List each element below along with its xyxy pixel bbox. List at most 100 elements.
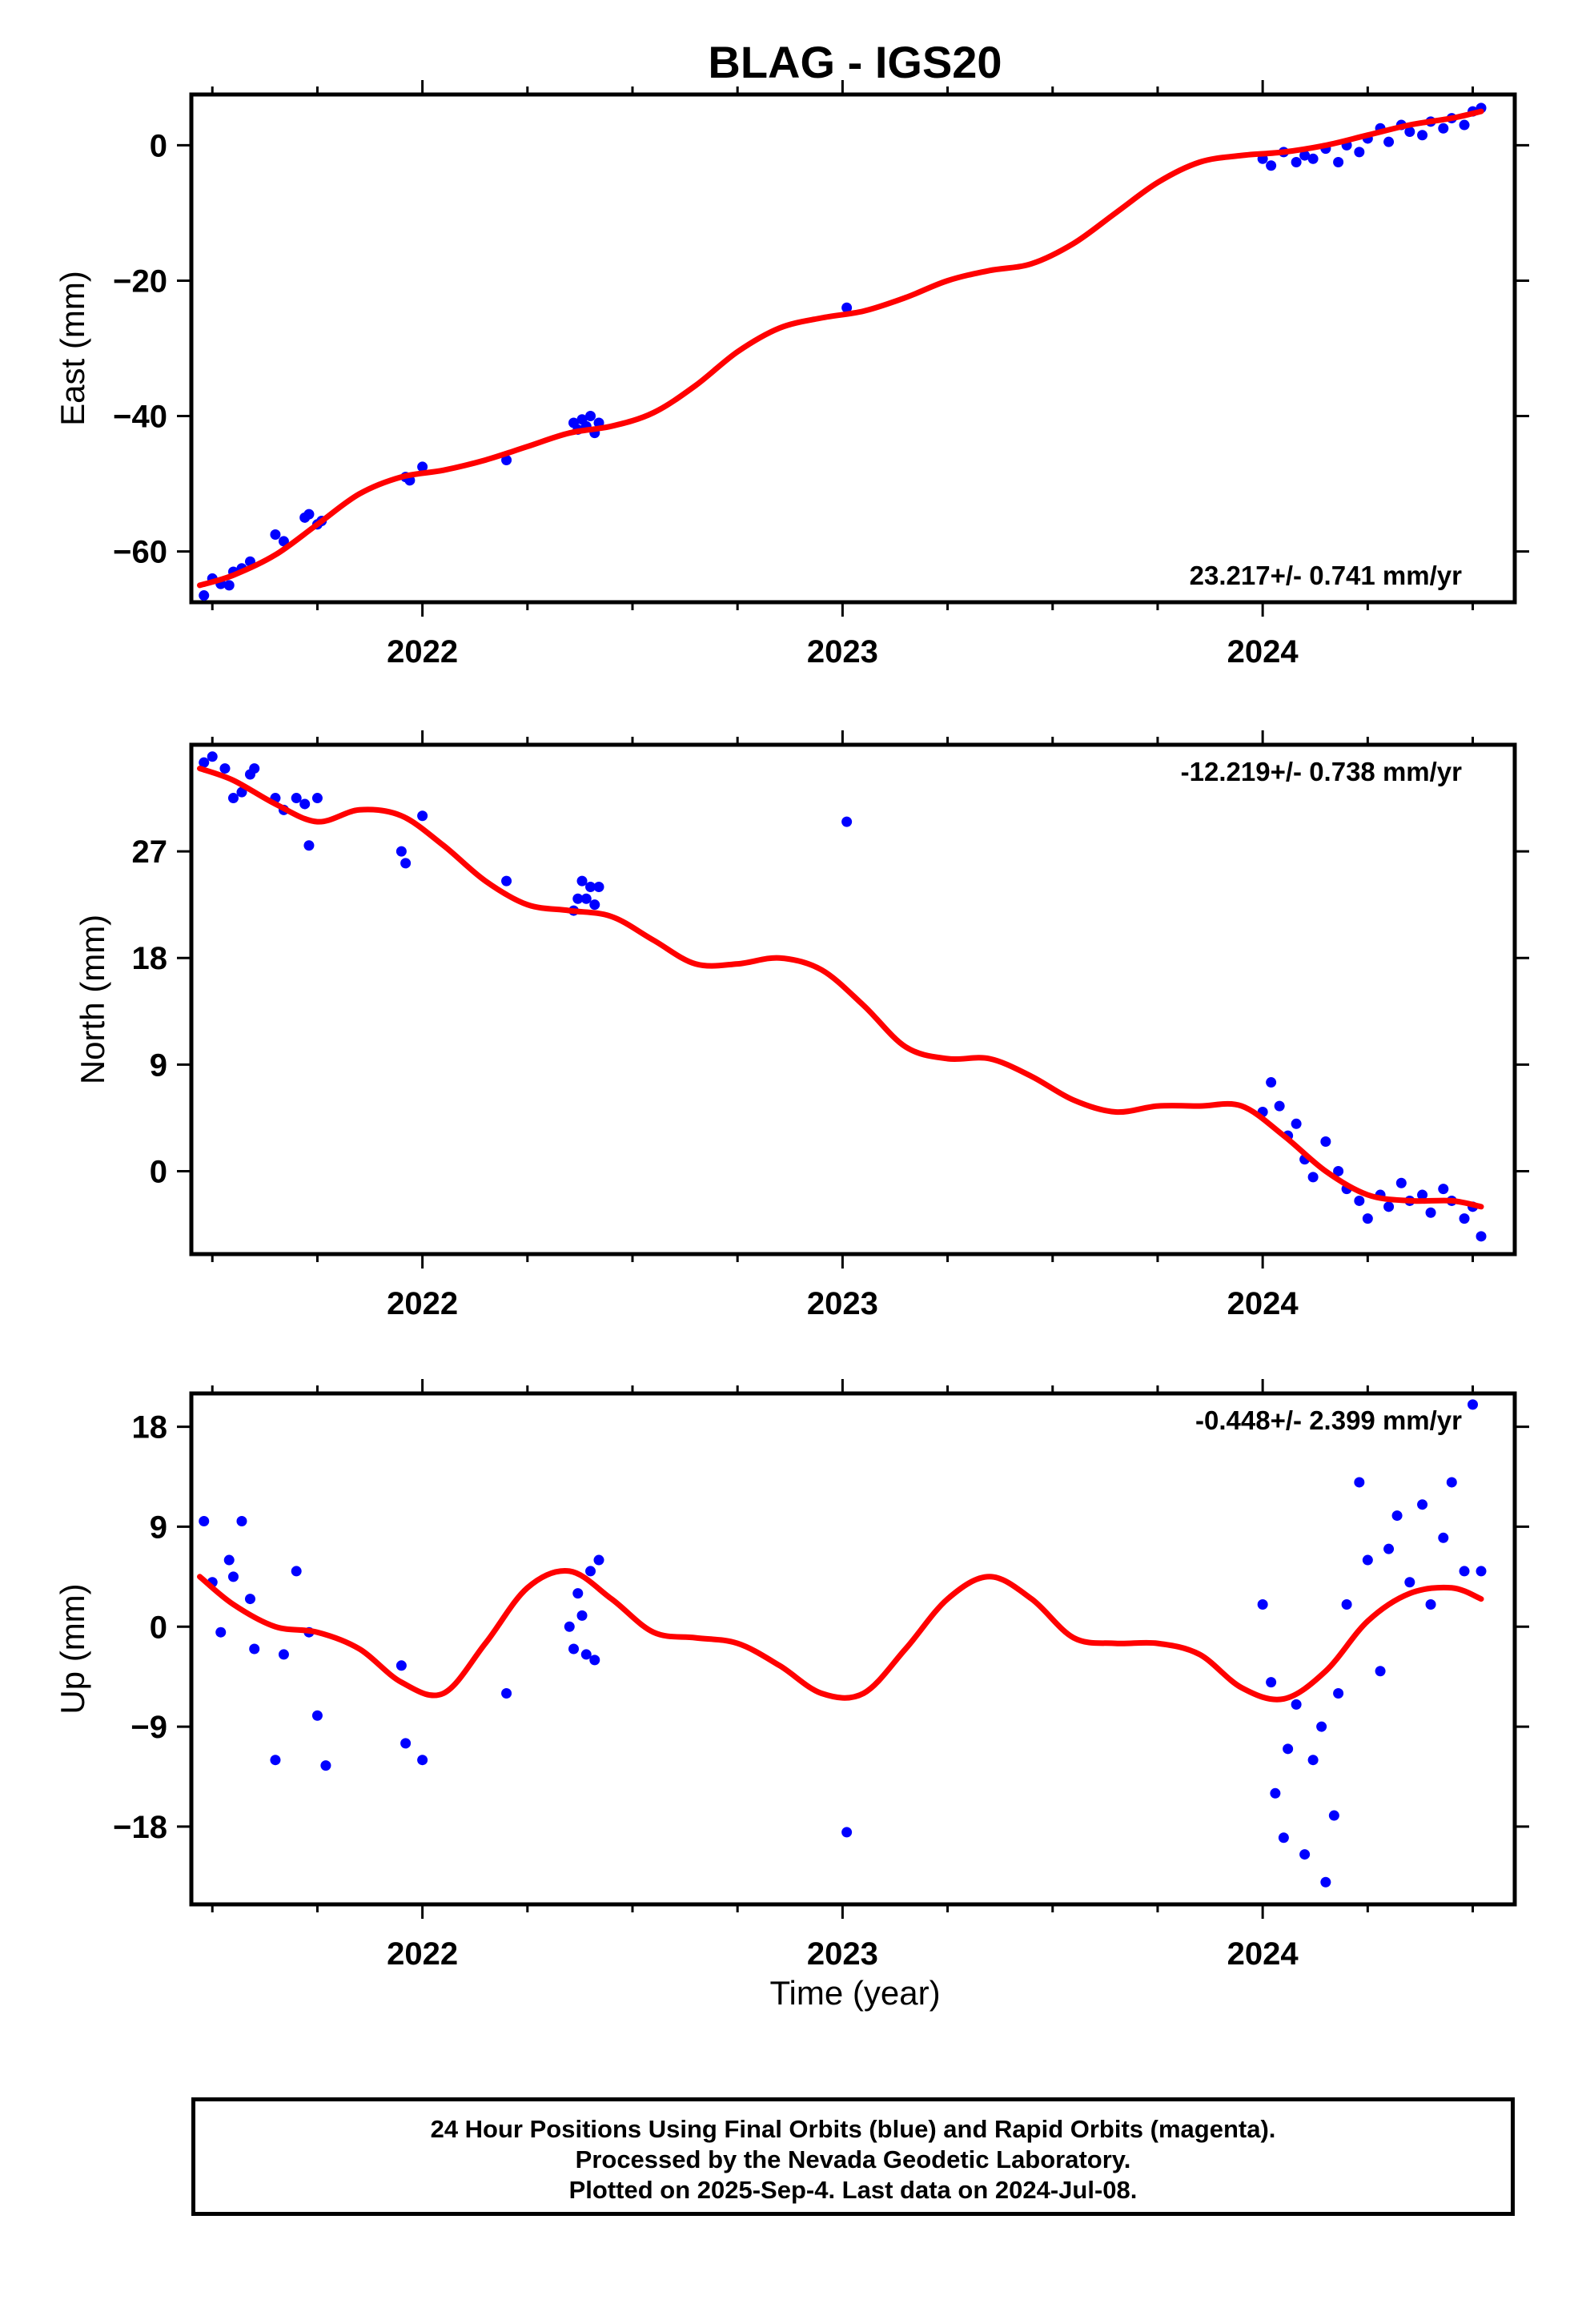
north-data-point: [589, 899, 600, 911]
north-data-point: [417, 810, 428, 822]
east-y-tick-label: 0: [150, 128, 167, 163]
up-data-point: [580, 1649, 592, 1660]
up-y-tick-label: −9: [130, 1710, 167, 1745]
up-data-point: [1291, 1699, 1302, 1710]
north-x-tick-label: 2023: [807, 1286, 878, 1321]
east-y-tick-label: −40: [113, 400, 167, 435]
up-data-point: [249, 1643, 260, 1655]
east-data-point: [1333, 157, 1344, 168]
north-data-point: [1383, 1201, 1395, 1212]
east-data-point: [199, 590, 210, 601]
north-data-point: [227, 793, 239, 804]
north-data-point: [572, 893, 584, 904]
up-data-point: [1362, 1554, 1373, 1566]
north-x-tick-label: 2022: [387, 1286, 458, 1321]
up-points: [199, 1399, 1487, 1888]
north-data-point: [311, 793, 323, 804]
up-data-point: [1270, 1787, 1281, 1799]
north-y-tick-label: 9: [150, 1047, 167, 1083]
east-rate-label: 23.217+/- 0.741 mm/yr: [1190, 561, 1462, 590]
up-data-point: [568, 1643, 580, 1655]
up-data-point: [215, 1626, 227, 1638]
up-data-point: [223, 1554, 235, 1566]
north-fit-curve: [197, 766, 1484, 1210]
east-data-point: [1438, 123, 1449, 134]
north-data-point: [396, 846, 407, 857]
up-data-point: [278, 1649, 289, 1660]
north-rate-label: -12.219+/- 0.738 mm/yr: [1181, 757, 1462, 786]
north-data-point: [1476, 1231, 1487, 1242]
east-x-tick-label: 2024: [1227, 634, 1299, 669]
up-data-point: [1425, 1599, 1436, 1610]
north-points: [199, 751, 1487, 1242]
north-data-point: [207, 751, 218, 762]
east-y-axis-label: East (mm): [54, 271, 91, 426]
north-data-point: [400, 858, 412, 869]
north-panel: 2022 2023 2024 0 9 18 27 North (mm) -12.219+/- 0…: [74, 730, 1529, 1321]
up-data-point: [1438, 1532, 1449, 1543]
up-data-point: [227, 1571, 239, 1582]
up-data-point: [1328, 1810, 1339, 1821]
up-data-point: [1391, 1510, 1403, 1522]
footer-box: 24 Hour Positions Using Final Orbits (bl…: [191, 2097, 1515, 2216]
north-y-tick-label: 0: [150, 1154, 167, 1189]
east-data-point: [1459, 119, 1470, 131]
up-data-point: [589, 1655, 600, 1666]
up-data-point: [244, 1594, 255, 1605]
up-data-point: [841, 1827, 853, 1838]
north-data-point: [1266, 1077, 1277, 1088]
east-panel: 2022 2023 2024 −60 −40 −20 0 East (mm) 23.217+/-…: [54, 80, 1529, 669]
north-data-point: [1307, 1172, 1319, 1183]
up-data-point: [320, 1760, 331, 1771]
east-data-point: [1383, 136, 1395, 147]
up-data-point: [1333, 1687, 1344, 1699]
up-data-point: [1417, 1499, 1428, 1510]
up-data-point: [1383, 1543, 1395, 1554]
east-data-point: [303, 509, 315, 520]
up-data-point: [1316, 1721, 1327, 1732]
up-data-point: [1320, 1876, 1331, 1888]
east-data-point: [1417, 130, 1428, 141]
up-data-point: [1283, 1743, 1294, 1755]
north-data-point: [236, 786, 247, 798]
north-data-point: [841, 816, 853, 827]
up-data-point: [1375, 1666, 1386, 1677]
up-data-point: [1278, 1832, 1289, 1844]
east-data-point: [270, 529, 281, 540]
north-data-point: [1291, 1118, 1302, 1129]
north-data-point: [1274, 1100, 1285, 1112]
north-data-point: [299, 798, 311, 810]
up-y-axis-label: Up (mm): [54, 1583, 91, 1714]
north-y-axis-label: North (mm): [74, 915, 111, 1084]
east-data-point: [417, 461, 428, 472]
east-data-point: [1307, 153, 1319, 164]
up-panel: 2022 2023 2024 −18 −9 0 9 18 Up (mm) -0.448+/- 2.…: [54, 1379, 1529, 1972]
up-y-tick-label: 18: [132, 1410, 168, 1445]
up-data-point: [1468, 1399, 1479, 1410]
north-data-point: [291, 793, 302, 804]
up-plot-frame: [189, 1391, 1517, 1907]
north-plot-frame: [189, 742, 1517, 1256]
north-data-point: [1320, 1136, 1331, 1147]
up-data-point: [1299, 1849, 1311, 1860]
east-points: [199, 103, 1487, 601]
up-data-point: [1459, 1566, 1470, 1577]
north-data-point: [585, 881, 596, 892]
east-x-tick-label: 2023: [807, 634, 878, 669]
up-y-tick-label: 9: [150, 1510, 167, 1545]
up-x-tick-label: 2022: [387, 1936, 458, 1972]
up-data-point: [291, 1566, 302, 1577]
north-y-tick-label: 18: [132, 941, 168, 976]
up-data-point: [1266, 1677, 1277, 1688]
north-data-point: [1438, 1184, 1449, 1195]
east-y-tick-label: −60: [113, 535, 167, 570]
east-data-point: [1291, 157, 1302, 168]
up-data-point: [199, 1516, 210, 1526]
up-data-point: [585, 1566, 596, 1577]
up-rate-label: -0.448+/- 2.399 mm/yr: [1195, 1405, 1462, 1435]
north-data-point: [199, 757, 210, 768]
east-x-tick-label: 2022: [387, 634, 458, 669]
up-data-point: [311, 1710, 323, 1721]
up-x-tick-label: 2024: [1227, 1936, 1299, 1972]
east-y-tick-label: −20: [113, 263, 167, 299]
